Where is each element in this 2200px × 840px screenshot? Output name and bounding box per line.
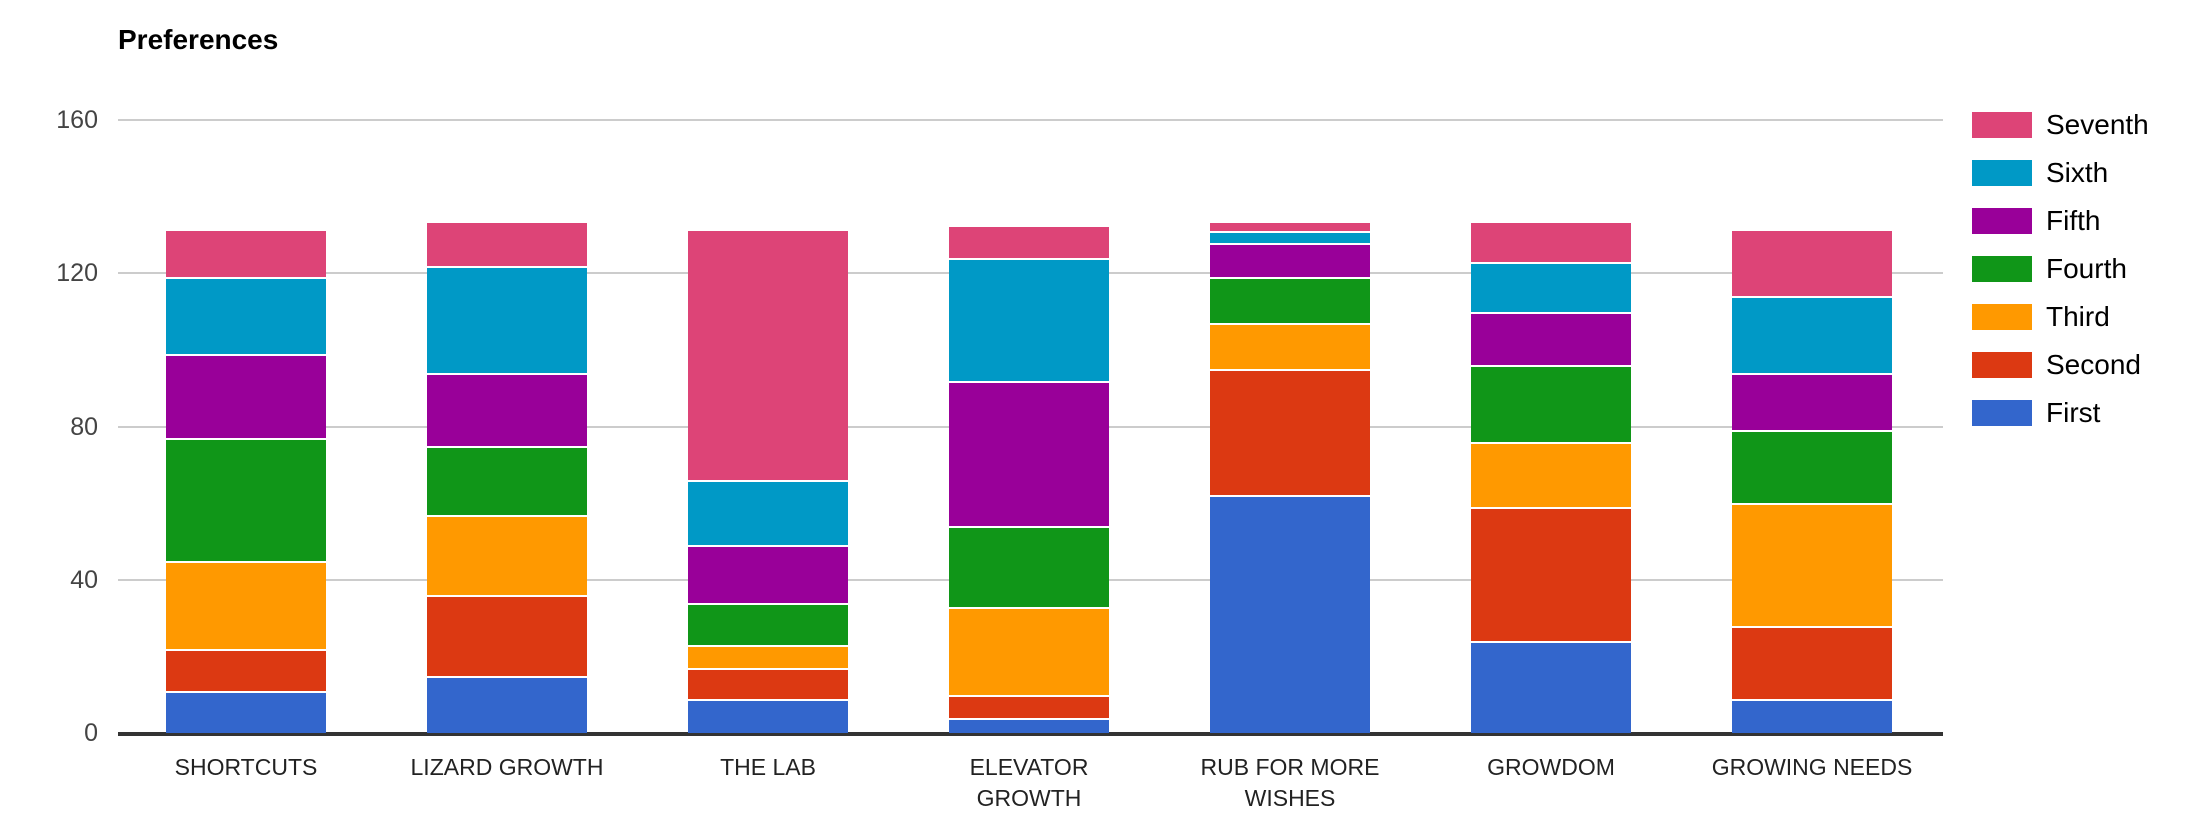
legend-item-sixth[interactable]: Sixth: [1972, 157, 2149, 188]
segment-second[interactable]: [1471, 506, 1631, 642]
y-tick-label-40: 40: [70, 565, 98, 594]
segment-fourth[interactable]: [166, 438, 326, 561]
segment-fifth[interactable]: [1732, 372, 1892, 431]
segment-sixth[interactable]: [688, 480, 848, 546]
segment-second[interactable]: [1210, 369, 1370, 496]
segment-third[interactable]: [1471, 441, 1631, 507]
legend-label-fourth: Fourth: [2046, 253, 2127, 284]
segment-first[interactable]: [166, 690, 326, 733]
legend-item-fifth[interactable]: Fifth: [1972, 205, 2149, 236]
y-tick-label-80: 80: [70, 412, 98, 441]
segment-third[interactable]: [1210, 323, 1370, 370]
segment-fifth[interactable]: [1471, 311, 1631, 366]
legend-swatch-fourth: [1972, 256, 2032, 282]
segment-fifth[interactable]: [427, 372, 587, 446]
chart-title: Preferences: [118, 24, 279, 55]
legend-item-second[interactable]: Second: [1972, 349, 2149, 380]
category-label-growing-needs: GROWING NEEDS: [1711, 754, 1913, 780]
legend-label-first: First: [2046, 397, 2101, 428]
legend-swatch-seventh: [1972, 112, 2032, 138]
legend-swatch-third: [1972, 304, 2032, 330]
bar-growing-needs: [1732, 120, 1892, 733]
segment-fifth[interactable]: [1210, 242, 1370, 278]
legend-label-third: Third: [2046, 301, 2110, 332]
segment-third[interactable]: [688, 644, 848, 668]
legend-item-first[interactable]: First: [1972, 397, 2149, 428]
segment-first[interactable]: [688, 698, 848, 733]
segment-fourth[interactable]: [427, 445, 587, 515]
segment-seventh[interactable]: [1210, 223, 1370, 232]
segment-seventh[interactable]: [427, 223, 587, 266]
segment-second[interactable]: [949, 694, 1109, 718]
segment-second[interactable]: [688, 667, 848, 699]
segment-fifth[interactable]: [166, 353, 326, 438]
segment-second[interactable]: [166, 648, 326, 691]
segment-sixth[interactable]: [949, 257, 1109, 381]
legend-item-third[interactable]: Third: [1972, 301, 2149, 332]
legend-label-fifth: Fifth: [2046, 205, 2101, 236]
category-label-the-lab: THE LAB: [720, 754, 816, 780]
legend-swatch-sixth: [1972, 160, 2032, 186]
bar-rub-for-more-wishes: [1210, 120, 1370, 733]
segment-sixth[interactable]: [1210, 231, 1370, 243]
bar-lizard-growth: [427, 120, 587, 733]
y-tick-label-120: 120: [56, 259, 98, 288]
segment-fourth[interactable]: [1471, 365, 1631, 442]
segment-second[interactable]: [427, 595, 587, 676]
category-label-elevator-growth: ELEVATOR GROWTH: [969, 754, 1089, 811]
segment-fourth[interactable]: [1210, 277, 1370, 324]
segment-seventh[interactable]: [1471, 223, 1631, 262]
segment-sixth[interactable]: [1732, 296, 1892, 373]
segment-first[interactable]: [949, 717, 1109, 733]
category-label-growdom: GROWDOM: [1487, 754, 1615, 780]
category-label-lizard-growth: LIZARD GROWTH: [410, 754, 604, 780]
segment-second[interactable]: [1732, 625, 1892, 699]
legend-item-seventh[interactable]: Seventh: [1972, 109, 2149, 140]
segment-third[interactable]: [949, 606, 1109, 695]
legend-label-second: Second: [2046, 349, 2141, 380]
y-tick-label-160: 160: [56, 106, 98, 134]
legend-swatch-first: [1972, 400, 2032, 426]
x-axis-line: [118, 732, 1943, 736]
category-label-shortcuts: SHORTCUTS: [174, 754, 318, 780]
gridline-160: [118, 119, 1943, 121]
segment-sixth[interactable]: [427, 265, 587, 373]
segment-first[interactable]: [1471, 641, 1631, 733]
category-label-rub-for-more-wishes: RUB FOR MORE WISHES: [1200, 754, 1380, 811]
segment-fourth[interactable]: [949, 526, 1109, 607]
segment-sixth[interactable]: [1471, 261, 1631, 312]
segment-first[interactable]: [1210, 495, 1370, 733]
legend-swatch-second: [1972, 352, 2032, 378]
plot-area: [118, 119, 1943, 736]
segment-seventh[interactable]: [949, 227, 1109, 258]
legend-label-sixth: Sixth: [2046, 157, 2109, 188]
legend: Seventh Sixth Fifth Fourth Third Second First: [1972, 109, 2149, 448]
bar-shortcuts: [166, 120, 326, 733]
segment-third[interactable]: [166, 560, 326, 649]
segment-third[interactable]: [427, 514, 587, 596]
legend-swatch-fifth: [1972, 208, 2032, 234]
segment-first[interactable]: [1732, 698, 1892, 733]
bar-elevator-growth: [949, 120, 1109, 733]
segment-seventh[interactable]: [688, 231, 848, 481]
bar-the-lab: [688, 120, 848, 733]
segment-fifth[interactable]: [949, 380, 1109, 527]
legend-label-seventh: Seventh: [2046, 109, 2149, 140]
bar-growdom: [1471, 120, 1631, 733]
segment-fourth[interactable]: [1732, 430, 1892, 504]
segment-fourth[interactable]: [688, 602, 848, 645]
segment-fifth[interactable]: [688, 545, 848, 603]
segment-seventh[interactable]: [1732, 231, 1892, 297]
segment-seventh[interactable]: [166, 231, 326, 278]
y-tick-label-0: 0: [84, 719, 98, 747]
segment-first[interactable]: [427, 675, 587, 733]
segment-sixth[interactable]: [166, 277, 326, 354]
legend-item-fourth[interactable]: Fourth: [1972, 253, 2149, 284]
segment-third[interactable]: [1732, 503, 1892, 626]
